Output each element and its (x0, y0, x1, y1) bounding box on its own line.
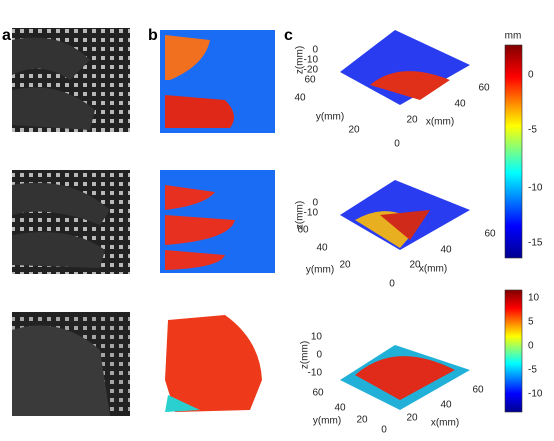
origin-tick-label: 0 (394, 139, 400, 150)
colorbar-tick-label: -15 (528, 238, 543, 249)
z-tick-label: -10 (308, 368, 323, 379)
origin-tick-label: 0 (381, 425, 387, 436)
x-tick-label: 60 (472, 385, 484, 396)
colorbar-tick-label: 10 (528, 293, 540, 304)
x-tick-label: 20 (406, 413, 418, 424)
x-tick-label: 40 (454, 99, 466, 110)
colorbar-tick-label: 0 (528, 341, 534, 352)
x-tick-label: 20 (406, 115, 418, 126)
z-tick-label: -10 (304, 208, 319, 219)
z-axis-label: z(mm) (295, 201, 306, 229)
y-axis-label: y(mm) (306, 265, 334, 276)
colorbar-tick-label: -10 (528, 183, 543, 194)
photos (12, 28, 130, 416)
y-tick-label: 60 (312, 388, 324, 399)
colorbar-tick-label: -10 (528, 389, 543, 400)
heatmaps (160, 30, 275, 412)
surfaces (340, 30, 470, 410)
panel-label: a (2, 27, 11, 44)
x-axis-label: x(mm) (419, 264, 447, 275)
x-axis-label: x(mm) (426, 117, 454, 128)
y-tick-label: 60 (297, 225, 309, 236)
x-tick-label: 60 (478, 83, 490, 94)
y-tick-label: 40 (294, 93, 306, 104)
colorbar-tick-label: -5 (528, 365, 537, 376)
y-tick-label: 20 (348, 125, 360, 136)
colorbar-unit: mm (505, 31, 522, 42)
y-tick-label: 40 (334, 403, 346, 414)
colorbar (504, 44, 523, 259)
panel-label: c (284, 27, 293, 44)
y-axis-label: y(mm) (313, 416, 341, 427)
colorbar-tick-label: -5 (528, 125, 537, 136)
y-tick-label: 20 (339, 260, 351, 271)
y-tick-label: 60 (304, 75, 316, 86)
z-tick-label: -20 (304, 65, 319, 76)
x-tick-label: 20 (409, 260, 421, 271)
x-tick-label: 40 (440, 245, 452, 256)
z-axis-label: z(mm) (300, 341, 311, 369)
z-tick-label: 10 (311, 332, 323, 343)
z-tick-label: 0 (316, 350, 322, 361)
colorbar-tick-label: 0 (528, 70, 534, 81)
y-axis-label: y(mm) (316, 112, 344, 123)
y-tick-label: 40 (316, 243, 328, 254)
colorbar-tick-label: 5 (528, 317, 534, 328)
panel-label: b (148, 27, 158, 44)
x-tick-label: 40 (440, 400, 452, 411)
z-tick-label: 0 (312, 45, 318, 56)
y-tick-label: 20 (356, 415, 368, 426)
origin-tick-label: 0 (389, 279, 395, 290)
z-tick-label: -10 (304, 55, 319, 66)
x-tick-label: 60 (484, 229, 496, 240)
x-axis-label: x(mm) (431, 418, 459, 429)
z-tick-label: 0 (312, 198, 318, 209)
colorbar (504, 289, 523, 413)
z-axis-label: z(mm) (295, 46, 306, 74)
